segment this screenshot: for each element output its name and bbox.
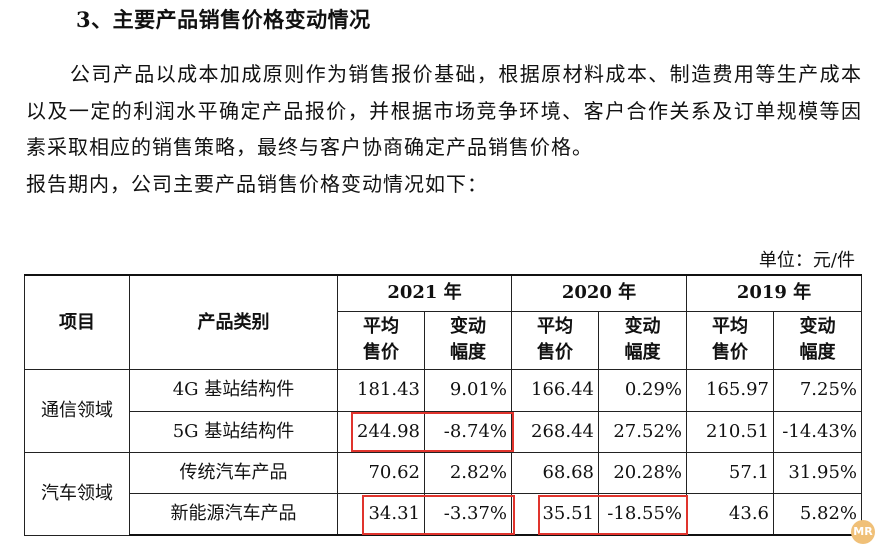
cell-value: 244.98 (337, 410, 425, 453)
cell-value: 68.68 (511, 451, 599, 495)
paragraph-sentence-1: 公司产品以成本加成原则作为销售报价基础，根据原材料成本、制造费用等生产成本以及一… (26, 62, 862, 159)
paragraph-sentence-2: 报告期内，公司主要产品销售价格变动情况如下： (26, 171, 488, 196)
header-year-2020: 2020 年 (511, 273, 687, 312)
header-avg-price: 平均 售价 (511, 310, 599, 371)
row-category: 传统汽车产品 (129, 451, 338, 495)
cell-value: -18.55% (598, 493, 687, 537)
cell-value: 2.82% (424, 451, 512, 495)
group-label-auto: 汽车领域 (24, 451, 130, 536)
row-category: 新能源汽车产品 (129, 493, 338, 537)
cell-value: 9.01% (424, 369, 512, 412)
row-category: 5G 基站结构件 (129, 410, 338, 453)
cell-value: 7.25% (773, 369, 862, 412)
header-avg-price: 平均 售价 (686, 310, 774, 371)
header-item: 项目 (24, 274, 130, 371)
cell-value: 210.51 (686, 410, 774, 453)
cell-value: 43.6 (686, 493, 774, 537)
section-heading: 3、主要产品销售价格变动情况 (76, 7, 371, 32)
body-paragraph: 公司产品以成本加成原则作为销售报价基础，根据原材料成本、制造费用等生产成本以及一… (26, 56, 862, 202)
cell-value: 165.97 (686, 369, 774, 412)
header-change-rate: 变动 幅度 (773, 310, 862, 371)
price-table: 项目 产品类别 2021 年 2020 年 2019 年 平均 售价 变动 幅度 平… (24, 273, 862, 537)
header-category: 产品类别 (129, 274, 338, 371)
cell-value: 181.43 (337, 369, 425, 412)
cell-value: 70.62 (337, 451, 425, 495)
group-label-telecom: 通信领域 (24, 369, 130, 453)
cell-value: 166.44 (511, 369, 599, 412)
unit-label: 单位：元/件 (758, 250, 855, 271)
table-row: 通信领域 4G 基站结构件 181.43 9.01% 166.44 0.29% … (24, 369, 862, 453)
cell-value: -14.43% (773, 410, 862, 453)
cell-value: 0.29% (598, 369, 687, 412)
cell-value: 268.44 (511, 410, 599, 453)
header-year-2021: 2021 年 (337, 273, 512, 312)
cell-value: 5.82% (773, 493, 862, 537)
header-avg-price: 平均 售价 (337, 310, 425, 371)
table-row: 汽车领域 传统汽车产品 70.62 2.82% 68.68 20.28% 57.… (24, 451, 862, 536)
header-year-2019: 2019 年 (686, 273, 862, 312)
table-row: 新能源汽车产品 34.31 -3.37% 35.51 -18.55% 43.6 … (25, 493, 862, 537)
cell-value: -3.37% (424, 493, 512, 537)
cell-value: 35.51 (511, 493, 599, 537)
header-change-rate: 变动 幅度 (424, 310, 512, 371)
header-change-rate: 变动 幅度 (598, 310, 687, 371)
table-row: 5G 基站结构件 244.98 -8.74% 268.44 27.52% 210… (25, 410, 862, 453)
row-category: 4G 基站结构件 (129, 369, 338, 412)
cell-value: 27.52% (598, 410, 687, 453)
cell-value: -8.74% (424, 410, 512, 453)
cell-value: 20.28% (598, 451, 687, 495)
cell-value: 34.31 (337, 493, 425, 537)
cell-value: 57.1 (686, 451, 774, 495)
watermark-logo: MR (851, 520, 875, 544)
cell-value: 31.95% (773, 451, 862, 495)
